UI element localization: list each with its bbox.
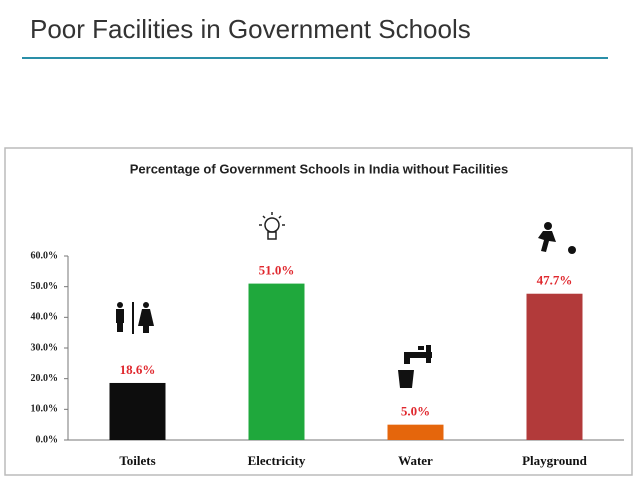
slide-title: Poor Facilities in Government Schools (30, 14, 471, 44)
value-label: 5.0% (401, 404, 430, 419)
player-icon (538, 222, 576, 254)
bar (248, 283, 305, 440)
y-tick-label: 50.0% (31, 281, 59, 292)
y-tick-label: 20.0% (31, 373, 59, 384)
y-tick-label: 30.0% (31, 342, 59, 353)
value-label: 47.7% (537, 273, 573, 288)
x-tick-label: Playground (522, 453, 588, 468)
y-tick-label: 0.0% (36, 434, 59, 445)
bar (526, 293, 583, 440)
x-tick-label: Electricity (248, 453, 306, 468)
x-tick-label: Toilets (119, 453, 155, 468)
y-tick-label: 60.0% (31, 250, 59, 261)
tap-icon (398, 345, 432, 388)
x-tick-label: Water (398, 453, 433, 468)
value-label: 18.6% (120, 362, 156, 377)
y-tick-label: 10.0% (31, 404, 59, 415)
chart-title: Percentage of Government Schools in Indi… (130, 161, 509, 176)
bar (387, 424, 444, 440)
y-tick-label: 40.0% (31, 312, 59, 323)
toilet-icon (116, 302, 154, 334)
bar (109, 382, 166, 440)
bulb-icon (259, 212, 285, 240)
value-label: 51.0% (259, 263, 295, 278)
